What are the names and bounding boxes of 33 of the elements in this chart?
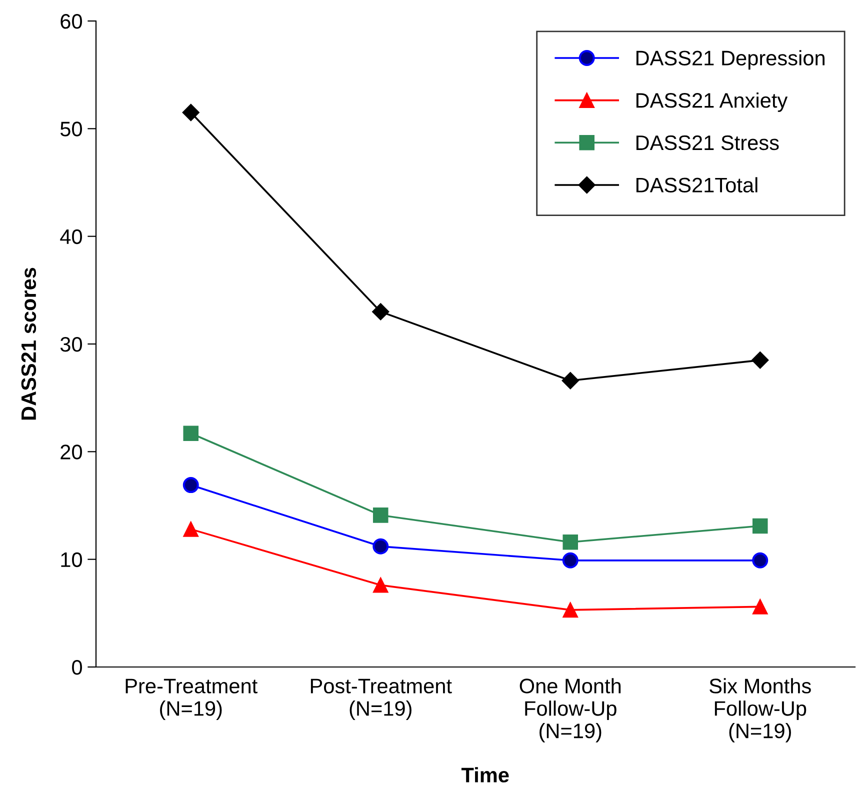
y-tick-label: 10 — [61, 552, 82, 568]
y-tick-label: 0 — [72, 660, 82, 675]
y-tick-label: 30 — [60, 337, 82, 352]
y-tick-label: 20 — [60, 444, 82, 460]
legend-label: DASS21 Stress — [636, 135, 779, 150]
point — [182, 477, 199, 494]
legend-label: DASS21 Depression — [636, 50, 824, 70]
point — [752, 599, 768, 614]
point — [752, 552, 768, 568]
y-axis-title: DASS21 scores — [21, 268, 36, 420]
x-axis-title: Time — [461, 767, 509, 782]
point — [562, 552, 578, 568]
point — [562, 372, 579, 390]
y-tick-label: 40 — [60, 229, 82, 244]
point — [372, 578, 388, 593]
point — [372, 303, 390, 320]
point — [183, 522, 199, 537]
point — [562, 602, 578, 618]
legend-label: DASS21 Anxiety — [636, 92, 788, 112]
y-tick-label: 50 — [60, 122, 82, 136]
point — [372, 538, 389, 554]
x-tick-label: Pre-Treatment (N=19) — [126, 678, 258, 720]
x-tick-label: Six Months Follow-Up (N=19) — [710, 678, 811, 742]
y-tick-label: 60 — [60, 14, 82, 29]
point — [752, 518, 768, 534]
x-tick-label: Post-Treatment (N=19) — [310, 678, 452, 720]
point — [752, 352, 769, 369]
x-tick-label: One Month Follow-Up (N=19) — [520, 678, 621, 742]
point — [372, 508, 388, 523]
point — [183, 426, 199, 442]
point — [562, 534, 578, 550]
legend-label: DASS21Total — [636, 177, 758, 192]
point — [182, 104, 200, 122]
